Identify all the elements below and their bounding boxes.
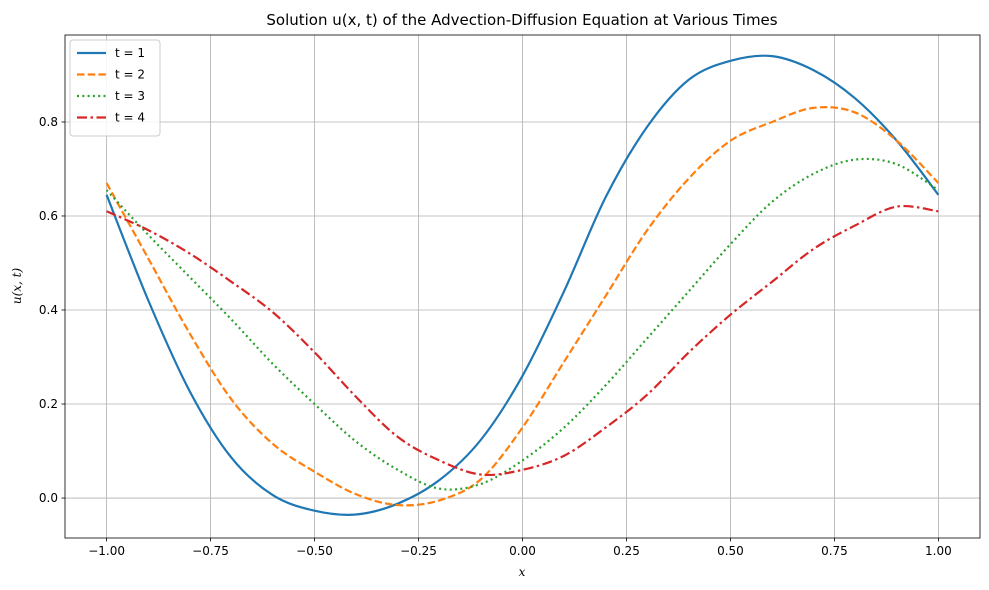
chart-title: Solution u(x, t) of the Advection-Diffus… [266, 11, 777, 29]
y-tick-label: 0.2 [39, 397, 58, 411]
x-tick-label: −1.00 [88, 544, 125, 558]
y-tick-label: 0.0 [39, 491, 58, 505]
legend-box [69, 39, 161, 137]
x-tick-label: 0.75 [821, 544, 848, 558]
x-tick-label: −0.75 [192, 544, 229, 558]
legend-label: t = 1 [115, 46, 145, 60]
series-line-t2 [105, 106, 940, 507]
y-tick-label: 0.6 [39, 209, 58, 223]
x-tick-label: −0.50 [296, 544, 333, 558]
x-tick-label: 1.00 [925, 544, 952, 558]
series-line-t3 [105, 157, 939, 491]
y-tick-label: 0.8 [39, 115, 58, 129]
x-tick-label: 0.25 [613, 544, 640, 558]
x-axis-label: x [519, 565, 526, 579]
series-layer [105, 54, 940, 516]
x-tick-label: −0.25 [400, 544, 437, 558]
legend-label: t = 3 [115, 89, 145, 103]
y-axis-label: u(x, t) [10, 268, 24, 305]
axis-ticks: −1.00 −0.75 −0.50 −0.25 0.00 0.25 0.50 0.75 1.00… [39, 115, 952, 558]
series-line-t1 [105, 54, 940, 516]
legend-label: t = 2 [115, 68, 145, 82]
x-tick-label: 0.00 [509, 544, 536, 558]
y-tick-label: 0.4 [39, 303, 58, 317]
x-tick-label: 0.50 [717, 544, 744, 558]
grid [65, 35, 980, 538]
legend: t = 1 t = 2 t = 3 t = 4 [69, 39, 161, 137]
series-line-t4 [106, 204, 939, 477]
legend-label: t = 4 [115, 111, 145, 125]
